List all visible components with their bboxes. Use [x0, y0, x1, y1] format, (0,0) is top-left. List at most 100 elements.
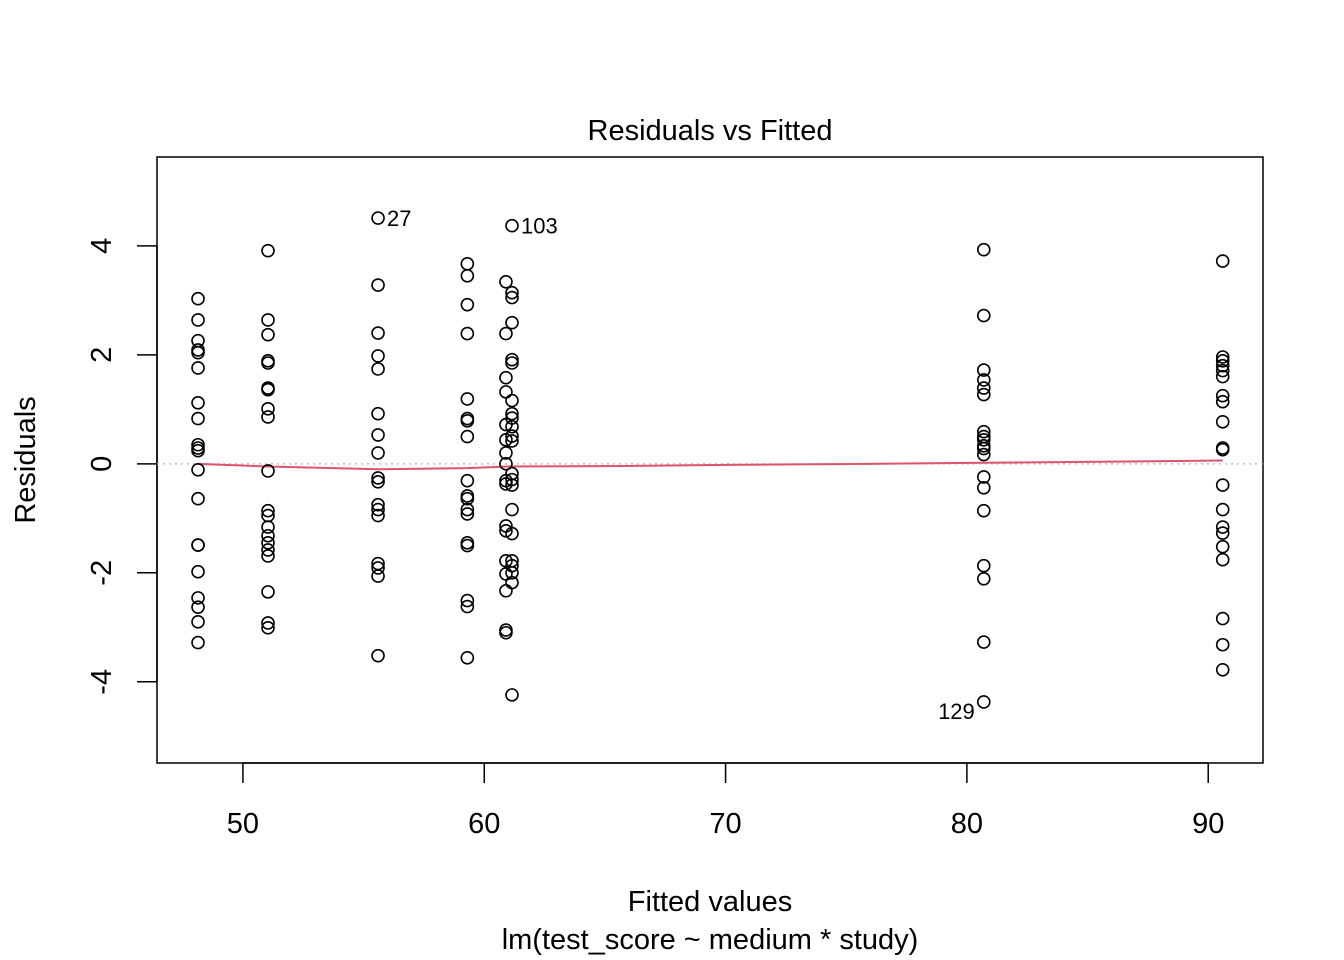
y-tick-label: -2	[86, 560, 118, 586]
data-point	[1215, 388, 1230, 403]
data-point	[1215, 369, 1230, 384]
data-point	[976, 381, 991, 395]
data-point	[499, 446, 513, 460]
data-point	[1215, 611, 1230, 626]
data-point	[460, 507, 475, 521]
data-point	[261, 585, 275, 599]
data-point	[1215, 502, 1230, 517]
data-point	[191, 437, 205, 452]
data-point	[505, 285, 519, 300]
data-point	[460, 257, 475, 271]
data-point	[1215, 415, 1230, 429]
data-point	[371, 648, 385, 663]
data-point	[191, 600, 205, 614]
data-point	[261, 410, 275, 424]
data-point	[261, 464, 275, 478]
data-point	[191, 564, 205, 579]
data-point	[460, 429, 475, 444]
chart-title: Residuals vs Fitted	[588, 115, 833, 147]
data-point	[460, 269, 475, 283]
y-tick-label: 4	[86, 238, 118, 254]
x-tick-label: 80	[951, 808, 983, 840]
data-point	[261, 313, 275, 327]
data-point	[460, 392, 475, 406]
point-label: 129	[938, 699, 975, 724]
data-point	[1215, 442, 1230, 457]
data-point	[505, 411, 519, 425]
data-point	[1215, 539, 1230, 554]
y-tick-label: 2	[86, 347, 118, 363]
data-point	[499, 583, 513, 598]
data-point	[261, 243, 275, 258]
data-point	[976, 480, 991, 495]
data-point	[505, 502, 519, 517]
data-point	[460, 473, 475, 488]
data-point	[505, 429, 519, 443]
data-point	[191, 411, 205, 426]
data-point	[371, 428, 385, 442]
data-point	[505, 352, 519, 367]
data-point	[191, 491, 205, 506]
data-point	[460, 489, 475, 503]
y-axis-label: Residuals	[10, 396, 42, 523]
x-tick-label: 50	[227, 808, 259, 840]
data-point	[191, 361, 205, 375]
data-point	[460, 536, 475, 550]
data-point	[976, 242, 991, 257]
data-point	[499, 457, 513, 471]
data-point	[505, 478, 519, 492]
data-point	[261, 621, 275, 635]
data-point	[1215, 363, 1230, 378]
data-point	[191, 291, 205, 306]
data-point	[261, 528, 275, 543]
data-point	[261, 536, 275, 550]
data-point	[460, 491, 475, 506]
data-point	[460, 593, 475, 608]
data-point	[505, 472, 519, 487]
data-point	[1215, 478, 1230, 492]
data-point	[371, 326, 385, 340]
data-point	[460, 326, 475, 341]
data-point	[976, 470, 991, 484]
x-tick-label: 90	[1192, 808, 1224, 840]
data-point	[371, 446, 385, 460]
data-point	[371, 569, 385, 583]
data-point	[371, 211, 385, 225]
y-tick-label: 0	[86, 456, 118, 472]
point-label: 27	[387, 206, 411, 231]
x-tick-label: 70	[709, 808, 741, 840]
data-point	[191, 345, 205, 360]
data-point	[460, 538, 475, 553]
data-point	[1215, 358, 1230, 373]
data-point	[976, 695, 991, 709]
smoother-line	[197, 459, 1223, 471]
data-point	[505, 566, 519, 580]
data-point	[371, 502, 385, 517]
data-point	[505, 434, 519, 448]
data-point	[191, 343, 205, 357]
model-subtitle: lm(test_score ~ medium * study)	[502, 924, 919, 956]
data-point	[191, 591, 205, 605]
x-axis-label: Fitted values	[628, 886, 792, 918]
data-point	[505, 393, 519, 408]
data-point	[371, 508, 385, 523]
data-point	[460, 297, 475, 312]
data-point	[505, 356, 519, 370]
data-point	[371, 497, 385, 512]
y-tick-label: -4	[86, 669, 118, 695]
data-point	[261, 356, 275, 370]
data-point	[976, 558, 991, 573]
data-point	[505, 290, 519, 305]
data-point	[976, 503, 991, 518]
data-point	[976, 308, 991, 323]
data-point	[191, 443, 205, 458]
data-point	[261, 401, 275, 416]
data-point	[261, 520, 275, 534]
data-point	[976, 433, 991, 447]
data-point	[460, 599, 475, 614]
x-tick-label: 60	[468, 808, 500, 840]
data-point	[505, 575, 519, 590]
data-point	[505, 419, 519, 434]
data-point	[261, 549, 275, 563]
